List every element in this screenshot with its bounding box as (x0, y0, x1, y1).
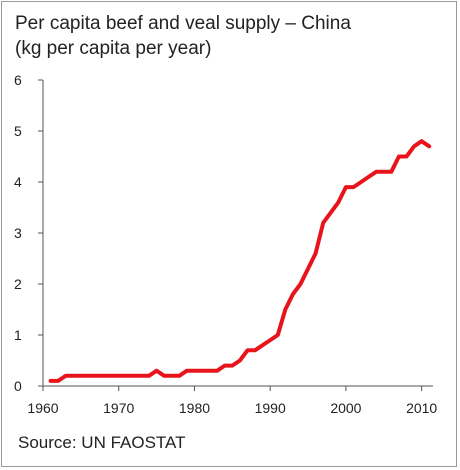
y-tick-label: 0 (14, 378, 22, 394)
source-note: Source: UN FAOSTAT (18, 433, 186, 452)
x-tick-label: 1960 (27, 400, 58, 416)
y-tick-label: 1 (14, 327, 22, 343)
x-tick-label: 1970 (103, 400, 134, 416)
chart-title: Per capita beef and veal supply – China … (15, 11, 435, 61)
series-line (48, 139, 432, 383)
y-tick-label: 4 (14, 174, 22, 190)
x-tick-label: 1980 (179, 400, 210, 416)
y-tick-label: 5 (14, 123, 22, 139)
y-tick-label: 3 (14, 225, 22, 241)
y-tick-label: 2 (14, 276, 22, 292)
x-tick-label: 1990 (255, 400, 286, 416)
x-tick-label: 2010 (406, 400, 437, 416)
y-tick-label: 6 (14, 72, 22, 88)
chart-subtitle-text: (kg per capita per year) (15, 38, 212, 59)
chart-title-text: Per capita beef and veal supply – China (15, 13, 351, 34)
x-tick-label: 2000 (330, 400, 361, 416)
